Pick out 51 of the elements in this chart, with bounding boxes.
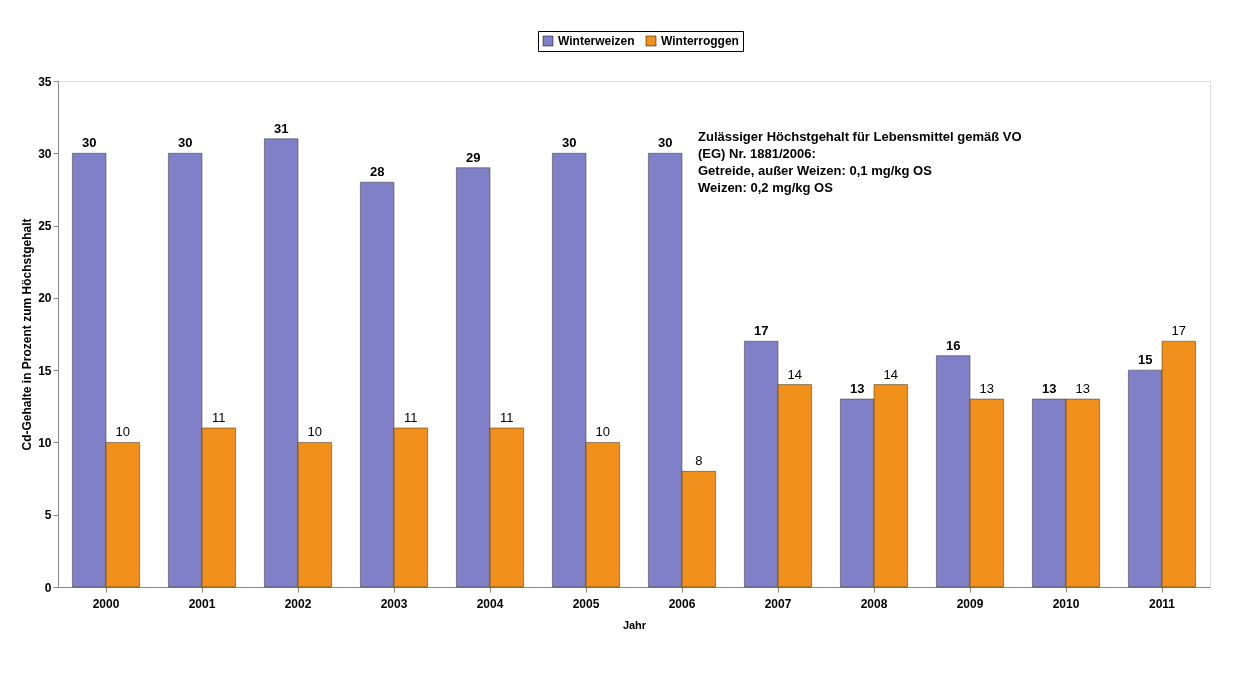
x-tick-label: 2001 [188, 596, 216, 611]
y-tick-label: 0 [44, 580, 52, 595]
x-tick-label: 2005 [572, 596, 600, 611]
data-label: 10 [115, 424, 131, 440]
data-label: 10 [595, 424, 611, 440]
data-label: 30 [657, 135, 673, 151]
x-tick-label: 2007 [764, 596, 792, 611]
data-label: 31 [273, 120, 289, 136]
data-label: 13 [849, 381, 865, 397]
x-axis-title: Jahr [622, 618, 647, 631]
data-label: 30 [81, 135, 97, 151]
x-tick-label: 2000 [92, 596, 120, 611]
data-label: 14 [883, 366, 899, 382]
x-tick-label: 2002 [284, 596, 312, 611]
y-tick-label: 25 [38, 219, 52, 234]
data-label: 13 [979, 381, 995, 397]
data-label: 14 [787, 366, 803, 382]
y-tick-label: 10 [38, 435, 52, 450]
data-label: 11 [212, 409, 226, 425]
x-tick-label: 2011 [1148, 596, 1176, 611]
x-tick-label: 2003 [380, 596, 408, 611]
y-tick-label: 5 [44, 508, 52, 523]
x-tick-label: 2010 [1052, 596, 1080, 611]
y-tick-label: 35 [38, 74, 52, 89]
data-label: 17 [753, 323, 769, 339]
data-label: 13 [1041, 381, 1057, 397]
y-tick-label: 20 [38, 291, 52, 306]
x-tick-label: 2004 [476, 596, 504, 611]
data-label: 10 [307, 424, 323, 440]
data-label: 13 [1075, 381, 1091, 397]
legend-label: Winterweizen [558, 34, 635, 48]
data-label: 15 [1137, 352, 1153, 368]
y-tick-label: 30 [38, 146, 52, 161]
data-label: 11 [404, 409, 418, 425]
x-tick-label: 2008 [860, 596, 888, 611]
data-label: 29 [465, 149, 481, 165]
data-label: 16 [945, 337, 961, 353]
x-tick-label: 2009 [956, 596, 984, 611]
data-label: 17 [1171, 323, 1187, 339]
legend-label: Winterroggen [661, 34, 739, 48]
x-tick-label: 2006 [668, 596, 696, 611]
y-tick-label: 15 [38, 363, 52, 378]
data-label: 8 [695, 453, 703, 469]
annotation: Weizen: 0,2 mg/kg OS [698, 180, 834, 195]
data-label: 28 [369, 164, 385, 180]
annotation: Zulässiger Höchstgehalt für Lebensmittel gemäß VO (EG) Nr. 1881/2006: [698, 129, 1022, 161]
data-label: 30 [561, 135, 577, 151]
data-label: 30 [177, 135, 193, 151]
y-axis-title: Cd-Gehalte in Prozent zum Höchstgehalt [20, 218, 35, 451]
data-label: 11 [500, 409, 514, 425]
annotation: Getreide, außer Weizen: 0,1 mg/kg OS [698, 163, 933, 178]
